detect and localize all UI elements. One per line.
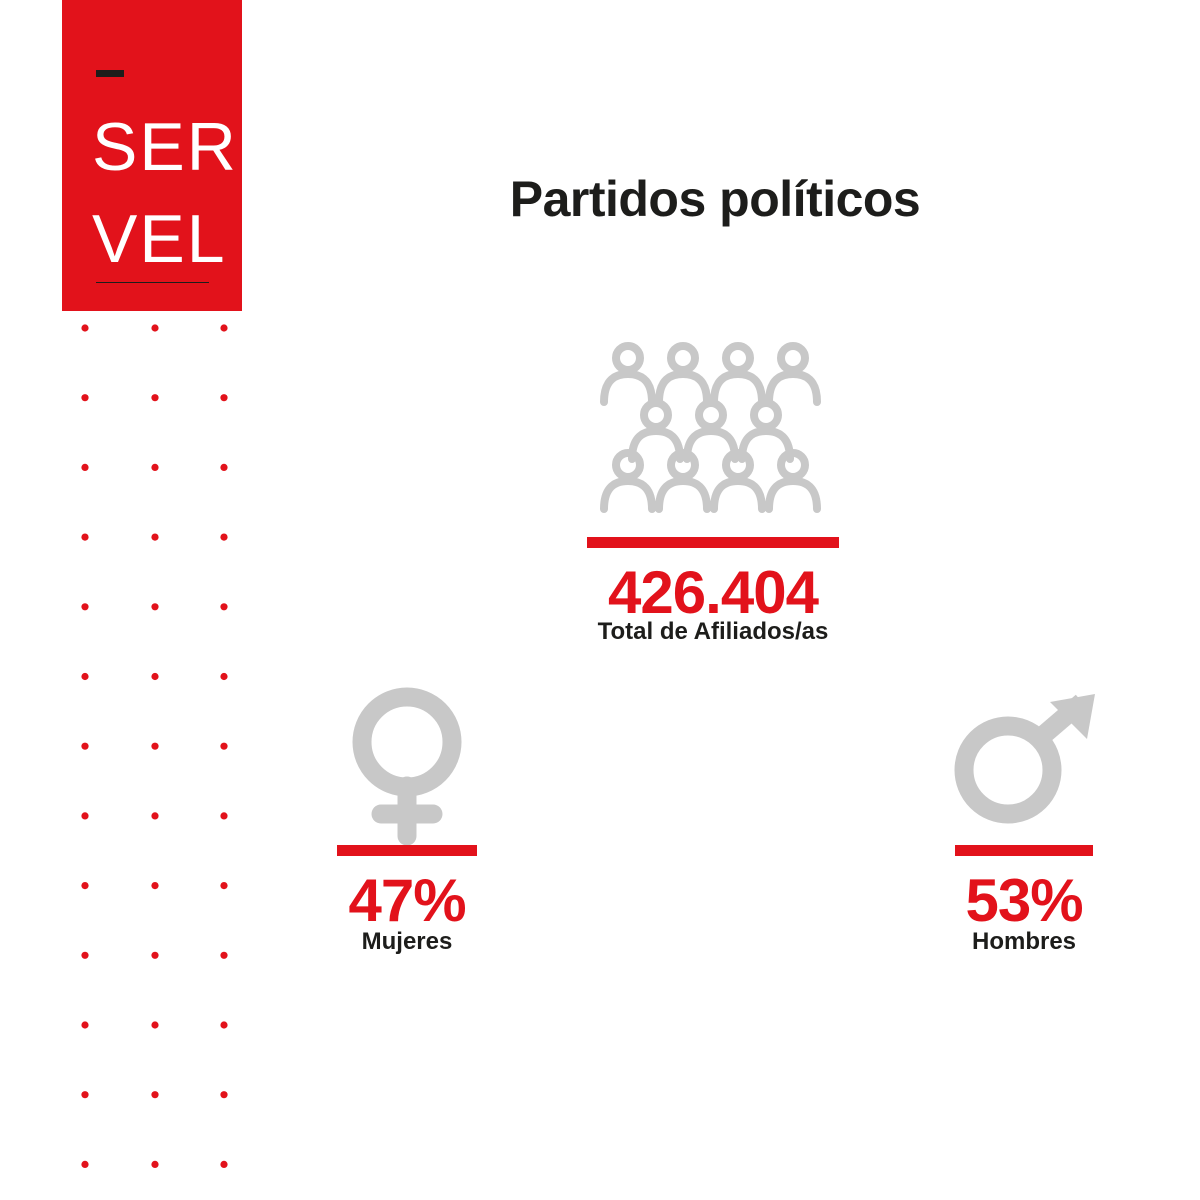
decorative-dot [220, 742, 228, 750]
decorative-dot [220, 1160, 228, 1168]
page-title: Partidos políticos [509, 171, 921, 227]
decorative-dot [81, 742, 89, 750]
female-symbol-icon [352, 687, 462, 846]
decorative-dot [81, 394, 89, 402]
decorative-dot [81, 1160, 89, 1168]
person-figure [765, 342, 821, 406]
decorative-dot [81, 1021, 89, 1029]
decorative-dot [220, 394, 228, 402]
decorative-dot [151, 951, 159, 959]
decorative-dot [151, 882, 159, 890]
decorative-dot [151, 603, 159, 611]
decorative-dot [220, 1091, 228, 1099]
decorative-dot [220, 882, 228, 890]
person-figure [710, 449, 766, 513]
decorative-dot [81, 882, 89, 890]
logo-line-2: VEL [92, 201, 227, 277]
decorative-dot [220, 603, 228, 611]
men-underline [955, 845, 1093, 856]
person-figure [738, 399, 794, 463]
person-figure [628, 399, 684, 463]
decorative-dot [81, 812, 89, 820]
total-underline [587, 537, 839, 548]
person-figure [655, 449, 711, 513]
person-figure [765, 449, 821, 513]
decorative-dot [81, 1091, 89, 1099]
decorative-dot [151, 1160, 159, 1168]
men-label: Hombres [971, 928, 1077, 955]
decorative-dot [151, 742, 159, 750]
decorative-dot [81, 463, 89, 471]
person-figure [683, 399, 739, 463]
total-affiliates-label: Total de Afiliados/as [597, 618, 829, 645]
male-symbol-icon [954, 694, 1095, 824]
person-figure [710, 342, 766, 406]
logo-line-1: SER [92, 109, 238, 185]
decorative-dot [220, 463, 228, 471]
decorative-dot [151, 812, 159, 820]
decorative-dot [151, 1021, 159, 1029]
decorative-dot [220, 533, 228, 541]
servel-logo: SER VEL [62, 0, 242, 311]
decorative-dot [81, 603, 89, 611]
decorative-dot [151, 324, 159, 332]
decorative-dot [220, 324, 228, 332]
decorative-dot [220, 951, 228, 959]
person-figure [600, 449, 656, 513]
decorative-dot [220, 1021, 228, 1029]
total-affiliates-value: 426.404 [608, 559, 819, 626]
crowd-icon [600, 342, 821, 513]
women-label: Mujeres [361, 928, 453, 955]
dot-grid-decoration [81, 324, 228, 1168]
decorative-dot [220, 672, 228, 681]
decorative-dot [81, 324, 89, 332]
decorative-dot [81, 672, 89, 681]
decorative-dot [151, 672, 159, 681]
decorative-dot [81, 533, 89, 541]
person-figure [600, 342, 656, 406]
decorative-dot [151, 533, 159, 541]
men-percent: 53% [965, 867, 1083, 934]
servel-logo-mark: SER VEL [92, 70, 238, 283]
decorative-dot [151, 463, 159, 471]
person-figure [655, 342, 711, 406]
decorative-dot [151, 1091, 159, 1099]
decorative-dot [81, 951, 89, 959]
decorative-dot [220, 812, 228, 820]
decorative-dot [151, 394, 159, 402]
women-underline [337, 845, 477, 856]
women-percent: 47% [348, 867, 466, 934]
